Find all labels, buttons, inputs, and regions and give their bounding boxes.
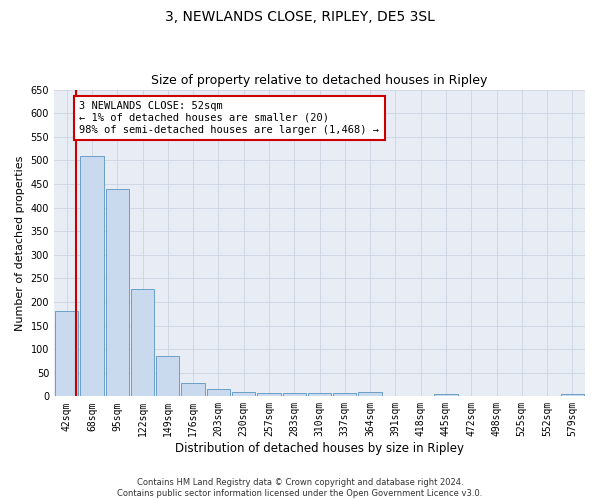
Bar [181, 383, 205, 396]
Bar [156, 356, 179, 397]
Bar [131, 288, 154, 397]
Bar [55, 312, 79, 396]
Text: 3, NEWLANDS CLOSE, RIPLEY, DE5 3SL: 3, NEWLANDS CLOSE, RIPLEY, DE5 3SL [165, 10, 435, 24]
Bar [434, 394, 458, 396]
X-axis label: Distribution of detached houses by size in Ripley: Distribution of detached houses by size … [175, 442, 464, 455]
Bar [257, 393, 281, 396]
Bar [207, 390, 230, 396]
Bar [80, 156, 104, 396]
Y-axis label: Number of detached properties: Number of detached properties [15, 156, 25, 330]
Bar [561, 394, 584, 396]
Bar [283, 393, 306, 396]
Bar [358, 392, 382, 396]
Text: Contains HM Land Registry data © Crown copyright and database right 2024.
Contai: Contains HM Land Registry data © Crown c… [118, 478, 482, 498]
Title: Size of property relative to detached houses in Ripley: Size of property relative to detached ho… [151, 74, 488, 87]
Text: 3 NEWLANDS CLOSE: 52sqm
← 1% of detached houses are smaller (20)
98% of semi-det: 3 NEWLANDS CLOSE: 52sqm ← 1% of detached… [79, 102, 379, 134]
Bar [308, 393, 331, 396]
Bar [333, 393, 356, 396]
Bar [232, 392, 256, 396]
Bar [106, 188, 129, 396]
